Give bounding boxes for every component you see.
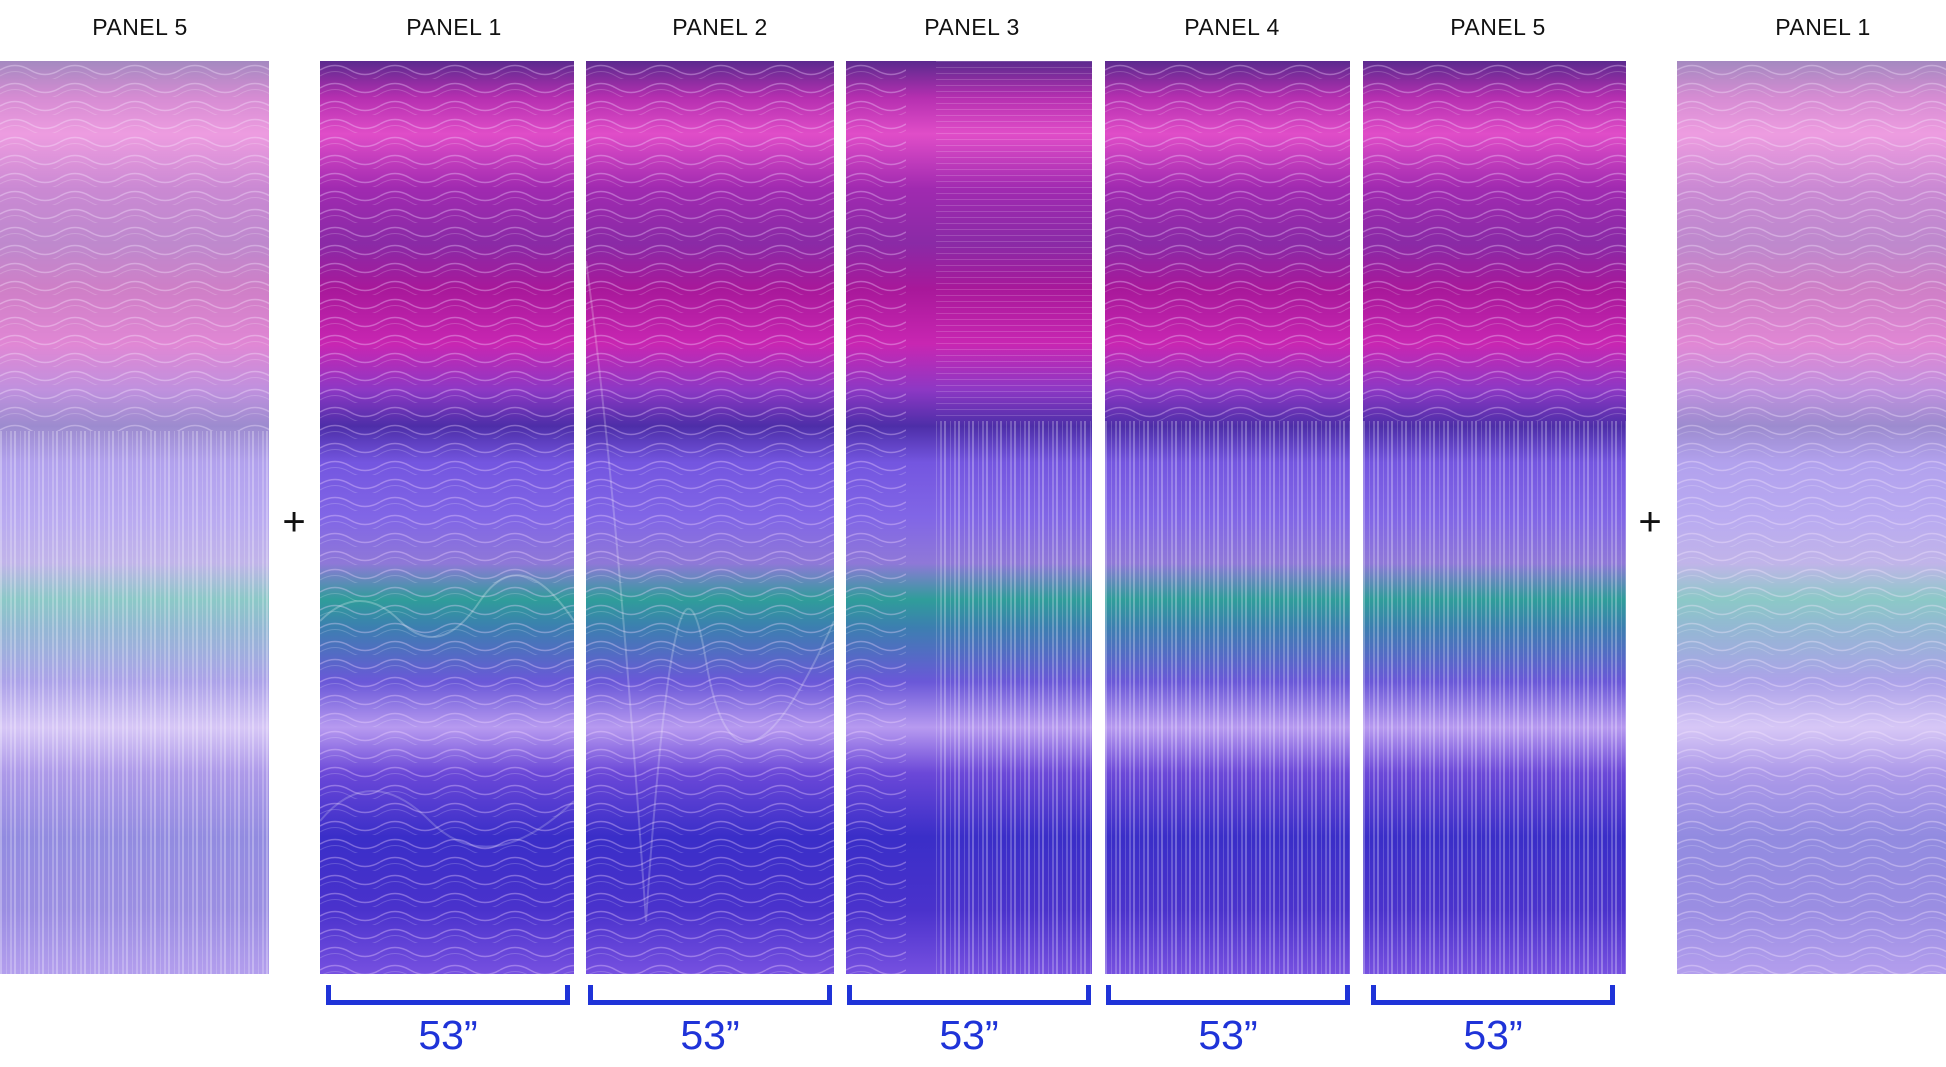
dimension-label-4: 53”: [1198, 1012, 1258, 1058]
panel-label-2: PANEL 2: [672, 14, 768, 40]
panel-label-5: PANEL 5: [1450, 14, 1546, 40]
panel-label-left-edge: PANEL 5: [92, 14, 188, 40]
wallpaper-panel-4: [1105, 61, 1350, 974]
wallpaper-panel-2: [586, 61, 834, 974]
panel-label-right-edge: PANEL 1: [1775, 14, 1871, 40]
plus-separator-left: +: [282, 500, 306, 544]
dimension-bracket-5: [1371, 985, 1615, 1005]
wallpaper-panel-5: [1363, 61, 1626, 974]
dimension-bracket-2: [588, 985, 832, 1005]
dimension-label-3: 53”: [939, 1012, 999, 1058]
wallpaper-panel-right-edge: [1677, 61, 1946, 974]
wallpaper-panel-left-edge: [0, 61, 269, 974]
dimension-label-2: 53”: [680, 1012, 740, 1058]
plus-separator-right: +: [1638, 500, 1662, 544]
panel-label-4: PANEL 4: [1184, 14, 1280, 40]
wallpaper-panel-3: [846, 61, 1092, 974]
dimension-label-5: 53”: [1463, 1012, 1523, 1058]
dimension-bracket-3: [847, 985, 1091, 1005]
panel-label-3: PANEL 3: [924, 14, 1020, 40]
wallpaper-panel-1: [320, 61, 574, 974]
dimension-bracket-1: [326, 985, 570, 1005]
dimension-bracket-4: [1106, 985, 1350, 1005]
panel-label-1: PANEL 1: [406, 14, 502, 40]
dimension-label-1: 53”: [418, 1012, 478, 1058]
